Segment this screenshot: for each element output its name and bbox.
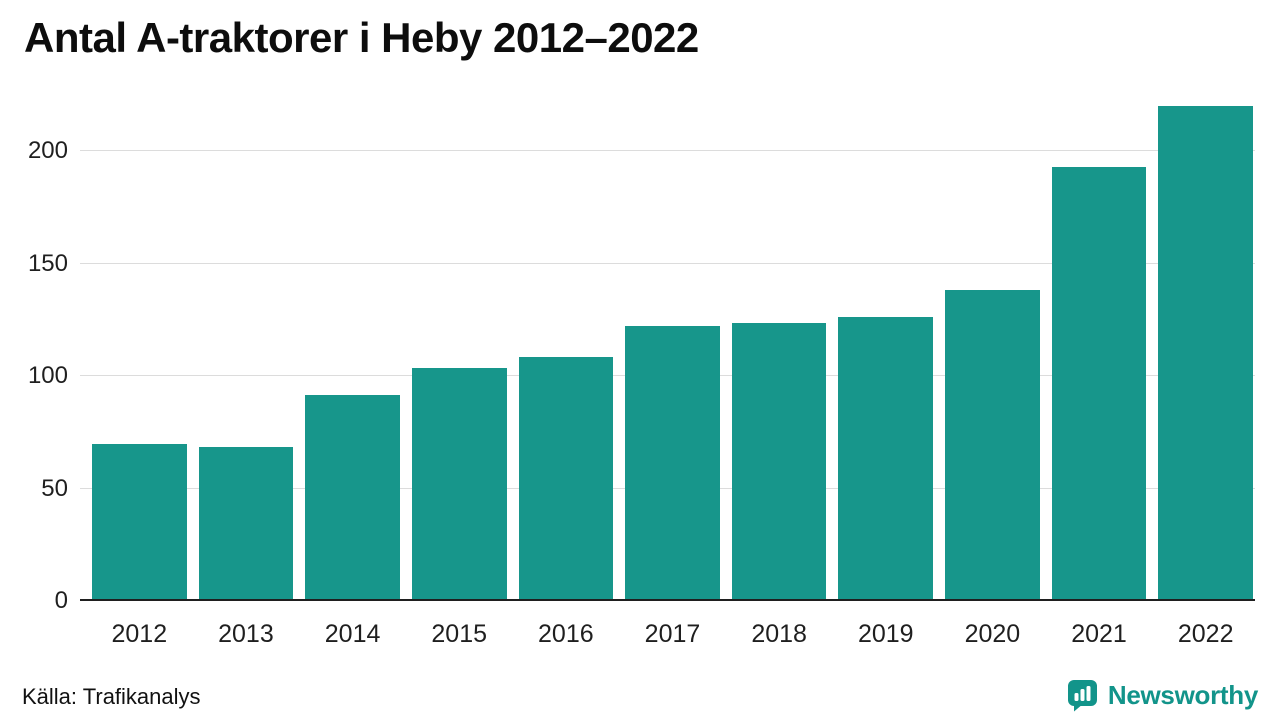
bar-2016 <box>518 357 614 599</box>
x-tick-label-2020: 2020 <box>964 620 1021 648</box>
y-tick-label-150: 150 <box>27 249 68 277</box>
bar-chart: 0 50 100 150 200 2012 2013 2014 2015 2016 2017 201… <box>0 95 1280 655</box>
chart-title: Antal A-traktorer i Heby 2012–2022 <box>24 14 699 61</box>
x-tick-label-2015: 2015 <box>431 620 488 648</box>
x-tick-label-2014: 2014 <box>324 620 381 648</box>
x-tick-label-2017: 2017 <box>644 620 701 648</box>
x-axis-line <box>80 599 1255 601</box>
y-tick-label-50: 50 <box>41 474 68 502</box>
gridline-200 <box>80 150 1255 152</box>
x-axis-labels: 2012 2013 2014 2015 2016 2017 2018 2019 2020 2021… <box>92 620 1253 649</box>
bar-2013 <box>198 446 294 599</box>
x-tick-label-2021: 2021 <box>1071 620 1127 648</box>
source-note: Källa: Trafikanalys <box>22 684 201 709</box>
bar-2021 <box>1051 166 1147 599</box>
y-tick-label-0: 0 <box>54 587 68 614</box>
bar-2018 <box>731 323 827 599</box>
bar-2015 <box>411 368 507 599</box>
x-tick-label-2012: 2012 <box>111 620 168 648</box>
x-tick-label-2022: 2022 <box>1177 620 1234 648</box>
bar-2019 <box>838 316 934 599</box>
bar-2014 <box>305 395 400 599</box>
bar-2012 <box>92 444 187 599</box>
newsworthy-icon <box>1067 680 1097 712</box>
bar-2022 <box>1158 106 1253 599</box>
plot-area: 0 50 100 150 200 <box>28 95 1255 613</box>
y-tick-label-100: 100 <box>27 362 68 390</box>
bar-2020 <box>945 289 1040 599</box>
x-tick-label-2016: 2016 <box>538 620 594 648</box>
newsworthy-wordmark: Newsworthy <box>1107 679 1258 710</box>
x-tick-label-2019: 2019 <box>857 620 914 648</box>
footer: Källa: Trafikanalys Newsworthy <box>0 672 1280 720</box>
bars-container <box>92 95 1253 599</box>
gridline-150 <box>80 262 1255 264</box>
y-tick-label-200: 200 <box>27 137 68 165</box>
bar-2017 <box>625 325 720 599</box>
x-tick-label-2018: 2018 <box>751 620 807 648</box>
newsworthy-logo: Newsworthy <box>1066 678 1258 712</box>
x-tick-label-2013: 2013 <box>218 620 274 648</box>
